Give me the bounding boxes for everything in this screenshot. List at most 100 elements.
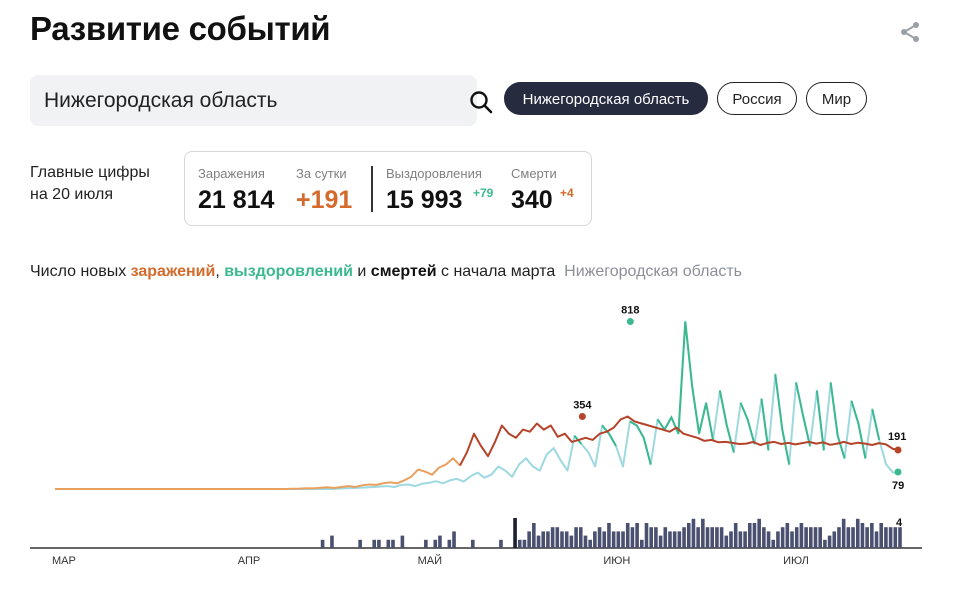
death-bar [696,527,700,548]
death-bar [686,523,691,548]
death-bar [809,527,813,548]
chart-subtitle: Число новых заражений, выздоровлений и с… [30,263,742,281]
tab-nizhny-novgorod[interactable]: Нижегородская область [504,82,708,115]
recovered-caption: Выздоровления [386,166,482,181]
death-bar [320,539,325,548]
death-bar [823,539,827,548]
death-bar [752,523,757,548]
death-bar [546,531,550,548]
death-bar [522,539,527,548]
death-bar [550,527,555,548]
tab-world[interactable]: Мир [806,82,867,115]
subtitle-and: и [352,263,371,280]
recovered-peak-segment [850,400,867,459]
subtitle-sep: , [215,263,225,280]
death-bar [691,518,696,548]
subtitle-deaths: смертей [370,263,437,280]
recovered-peak-segment [815,390,825,451]
death-bar [827,535,832,548]
daily-value: +191 [296,186,353,214]
annotation-dot [626,318,634,326]
death-bar [682,527,686,548]
death-bar [330,535,334,548]
death-bar [433,539,438,548]
recovered-peak-segment [795,382,811,447]
death-bar [377,539,381,548]
death-bar [860,523,865,548]
death-bar [438,535,442,548]
death-bar [602,531,607,548]
death-bar [532,523,536,548]
subtitle-infections: заражений [130,263,216,280]
subtitle-part2: с начала марта [436,263,556,280]
death-bar [447,539,452,548]
death-bar [790,531,794,548]
death-bar [771,539,776,548]
stats-divider [371,166,373,212]
deaths-value: 340 [511,186,553,214]
recovered-peak-segment [656,321,714,441]
recovered-peak-segment [829,382,846,459]
annotation-dot [894,468,902,476]
death-bar [724,535,729,548]
death-bar [616,531,621,548]
month-label: ИЮЛ [783,555,809,567]
annotation-label: 818 [621,305,639,317]
death-bar [611,531,616,548]
death-bar [672,531,677,548]
subtitle-recovered: выздоровлений [224,263,353,280]
stats-panel: Заражения 21 814 За сутки +191 Выздоровл… [184,151,592,226]
death-bar [794,527,799,548]
death-bar [527,531,531,548]
daily-caption: За сутки [296,166,347,181]
death-bar [578,527,583,548]
annotation-label: 4 [896,517,903,529]
death-bar [574,527,578,548]
recovered-value: 15 993 [386,186,463,214]
tab-russia[interactable]: Россия [717,82,797,115]
death-bar [513,518,517,548]
death-bar [386,539,391,548]
death-bar [499,539,503,548]
death-bar [780,527,785,548]
death-bar [879,523,884,548]
death-bar [874,531,879,548]
death-bar [719,527,724,548]
death-bar [663,527,668,548]
covid-chart: МАР АПР МАЙ ИЮН ИЮЛ 818 354 191 79 4 [30,305,922,567]
death-bar [583,535,588,548]
death-bar [738,531,743,548]
death-bar [799,523,804,548]
search-input[interactable] [42,83,426,119]
death-bar [372,539,377,548]
annotation-label: 191 [888,431,906,443]
death-bar [855,518,860,548]
death-bar [517,539,522,548]
death-bar [555,527,560,548]
subtitle-part1: Число новых [30,263,131,280]
death-bar [884,527,888,548]
death-bar [644,523,649,548]
recovered-peak-segment [629,420,652,465]
share-icon[interactable] [898,20,922,44]
death-bar [593,531,597,548]
infections-caption: Заражения [198,166,265,181]
month-label: АПР [238,555,260,567]
death-bar [729,531,733,548]
death-bar [658,535,663,548]
death-bar [813,527,818,548]
death-bar [747,523,752,548]
death-bar [569,535,574,548]
death-bar [733,523,738,548]
death-bar [715,527,719,548]
death-bar [625,523,630,548]
death-bar [391,539,395,548]
death-bar [776,531,780,548]
annotation-dot [578,413,586,421]
annotation-label: 79 [892,480,904,492]
main-figures-title: Главные цифры [30,164,150,181]
annotation-label: 354 [573,400,592,412]
search-icon[interactable] [468,89,494,115]
death-bar [898,527,902,548]
death-bar [471,539,475,548]
